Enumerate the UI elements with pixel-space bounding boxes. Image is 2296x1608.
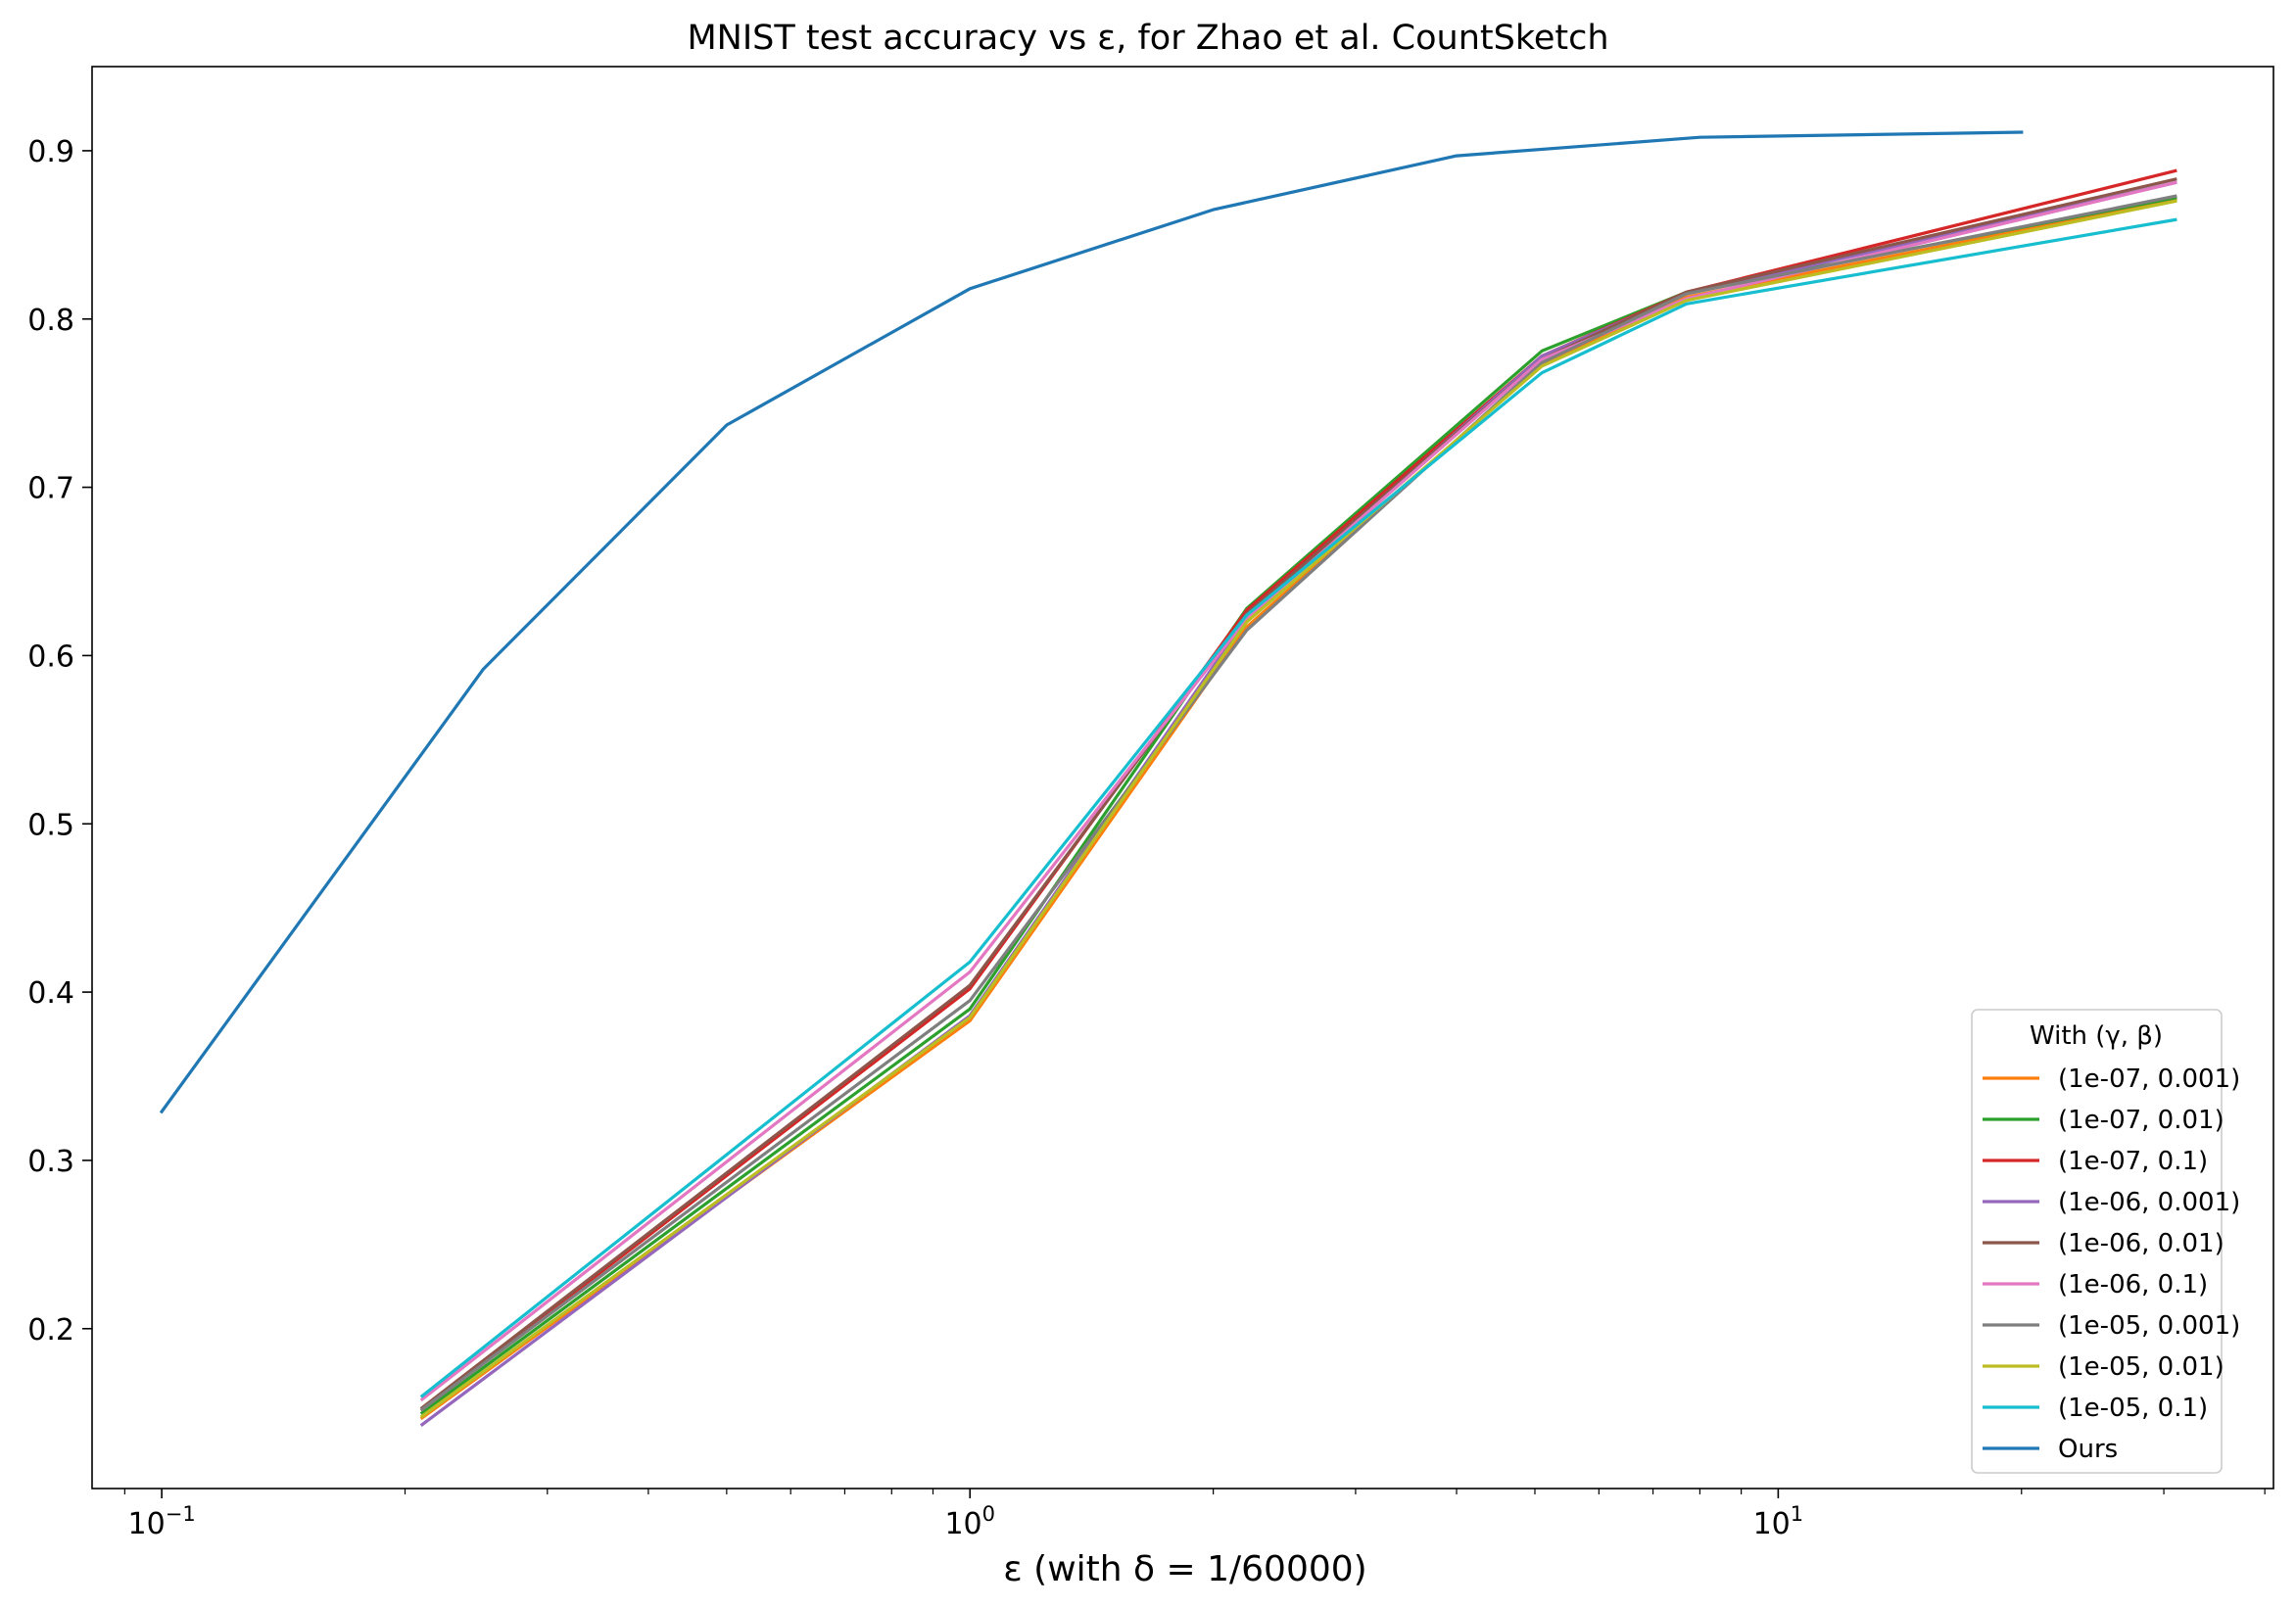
legend-box <box>1971 1009 2223 1474</box>
legend-label: (1e-05, 0.001) <box>2058 1311 2240 1341</box>
y-tick-label: 0.7 <box>27 472 74 506</box>
legend-label: (1e-05, 0.01) <box>2058 1352 2224 1382</box>
legend: With (γ, β) (1e-07, 0.001)(1e-07, 0.01)(… <box>1971 1009 2240 1474</box>
y-axis: 0.2 0.3 0.4 0.5 0.6 0.7 0.8 0.9 <box>27 135 92 1348</box>
y-tick-label: 0.3 <box>27 1145 74 1179</box>
legend-label: (1e-06, 0.1) <box>2058 1270 2208 1300</box>
legend-label: (1e-06, 0.001) <box>2058 1188 2240 1217</box>
y-tick-label: 0.2 <box>27 1313 74 1348</box>
series-line-5 <box>419 180 2177 1402</box>
x-axis-label: ε (with δ = 1/60000) <box>1003 1549 1366 1589</box>
y-tick-label: 0.5 <box>27 808 74 842</box>
plot-frame <box>91 66 2274 1490</box>
y-tick-label: 0.9 <box>27 135 74 169</box>
y-tick-label: 0.8 <box>27 304 74 338</box>
legend-label: (1e-07, 0.001) <box>2058 1064 2240 1094</box>
x-tick-label: 10−1 <box>128 1502 196 1541</box>
chart-title: MNIST test accuracy vs ε, for Zhao et al… <box>687 19 1608 58</box>
legend-entries: (1e-07, 0.001) (1e-07, 0.01) (1e-07, 0.1) (… <box>1983 1064 2240 1464</box>
legend-label: (1e-07, 0.01) <box>2058 1106 2224 1135</box>
series-layer <box>159 130 2177 1427</box>
series-line-8 <box>419 217 2177 1398</box>
legend-label: (1e-07, 0.1) <box>2058 1147 2208 1176</box>
legend-label: (1e-06, 0.01) <box>2058 1229 2224 1258</box>
y-tick-label: 0.6 <box>27 639 74 674</box>
x-tick-label: 100 <box>944 1502 995 1541</box>
legend-label: Ours <box>2058 1435 2118 1464</box>
y-tick-label: 0.4 <box>27 976 74 1011</box>
x-tick-label: 101 <box>1753 1502 1804 1541</box>
x-axis: 10−1 100 101 <box>123 1489 2266 1541</box>
legend-label: (1e-05, 0.1) <box>2058 1394 2208 1423</box>
series-line-4 <box>419 177 2177 1410</box>
series-line-6 <box>419 194 2177 1412</box>
series-line-9 <box>159 130 2024 1114</box>
legend-title: With (γ, β) <box>2030 1021 2163 1051</box>
